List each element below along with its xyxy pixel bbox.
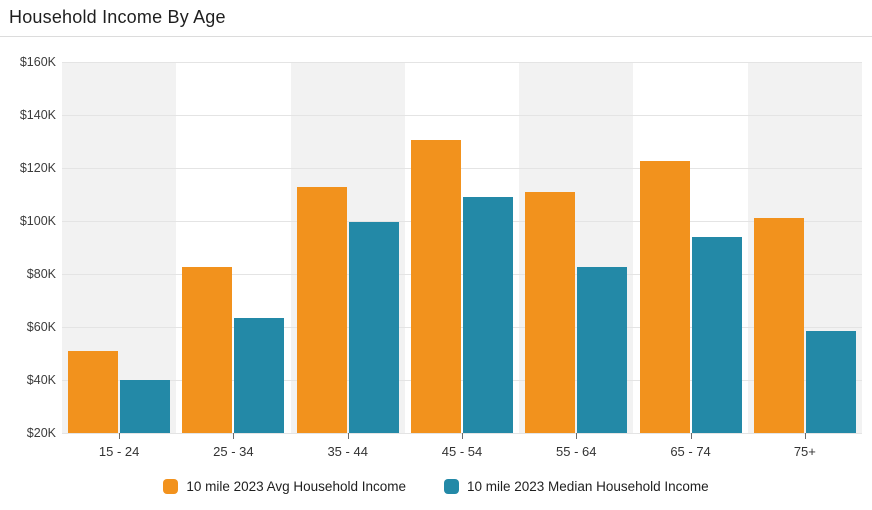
bar-avg-45 - 54[interactable] — [410, 140, 461, 433]
y-axis-labels: $160K $140K $120K $100K $80K $60K $40K $20K — [0, 55, 56, 440]
gridline-$140K — [62, 115, 862, 116]
x-tick-label-45 - 54: 45 - 54 — [441, 444, 483, 459]
gridline-$100K — [62, 221, 862, 222]
bar-avg-55 - 64[interactable] — [525, 191, 576, 433]
bar-avg-25 - 34[interactable] — [182, 267, 233, 433]
bar-group-25 - 34 — [176, 267, 290, 433]
x-tick-label-75+: 75+ — [793, 444, 816, 459]
gridline-$60K — [62, 327, 862, 328]
x-tick-label-55 - 64: 55 - 64 — [556, 444, 597, 459]
y-tick-label-$20K: $20K — [26, 426, 56, 440]
legend-item-avg-income[interactable]: 10 mile 2023 Avg Household Income — [163, 479, 406, 494]
y-tick-label-$40K: $40K — [26, 373, 56, 387]
bar-group-65 - 74 — [633, 161, 747, 433]
bar-median-15 - 24[interactable] — [120, 380, 171, 433]
x-tick-label-35 - 44: 35 - 44 — [327, 444, 368, 459]
chart-title: Household Income By Age — [9, 7, 226, 27]
x-tick-75+ — [804, 433, 806, 439]
bar-avg-65 - 74[interactable] — [639, 161, 690, 433]
y-tick-label-$140K: $140K — [19, 108, 56, 122]
y-tick-label-$120K: $120K — [19, 161, 56, 175]
bar-avg-35 - 44[interactable] — [296, 186, 347, 433]
median-income-swatch-icon — [444, 479, 459, 494]
bar-median-25 - 34[interactable] — [234, 317, 285, 433]
x-tick-35 - 44 — [347, 433, 349, 439]
avg-income-swatch-icon — [163, 479, 179, 494]
bar-median-55 - 64[interactable] — [577, 267, 628, 433]
bar-group-75+ — [748, 218, 862, 433]
bar-group-35 - 44 — [291, 186, 405, 433]
gridline-$120K — [62, 168, 862, 169]
bar-median-35 - 44[interactable] — [348, 222, 399, 433]
gridline-$40K — [62, 380, 862, 381]
bar-avg-75+[interactable] — [753, 218, 804, 433]
bar-group-55 - 64 — [519, 191, 633, 433]
bar-group-15 - 24 — [62, 350, 176, 433]
y-tick-label-$160K: $160K — [19, 55, 56, 69]
x-tick-label-25 - 34: 25 - 34 — [213, 444, 254, 459]
y-tick-label-$100K: $100K — [19, 214, 56, 228]
legend-label-avg-income: 10 mile 2023 Avg Household Income — [186, 479, 406, 494]
gridline-$160K — [62, 62, 862, 63]
x-tick-25 - 34 — [233, 433, 235, 439]
x-tick-65 - 74 — [690, 433, 692, 439]
bar-group-45 - 54 — [405, 140, 519, 433]
x-tick-15 - 24 — [119, 433, 121, 439]
bar-avg-15 - 24[interactable] — [68, 350, 119, 433]
legend-item-median-income[interactable]: 10 mile 2023 Median Household Income — [444, 479, 709, 494]
x-tick-55 - 64 — [576, 433, 578, 439]
bar-median-65 - 74[interactable] — [691, 236, 742, 433]
bar-median-45 - 54[interactable] — [462, 197, 513, 433]
y-tick-label-$60K: $60K — [26, 320, 56, 334]
title-divider — [0, 36, 872, 37]
bar-median-75+[interactable] — [805, 331, 856, 433]
x-tick-45 - 54 — [462, 433, 463, 439]
legend-label-median-income: 10 mile 2023 Median Household Income — [467, 479, 709, 494]
x-tick-label-65 - 74: 65 - 74 — [670, 444, 711, 459]
legend: 10 mile 2023 Avg Household Income 10 mil… — [0, 479, 872, 494]
x-tick-label-15 - 24: 15 - 24 — [98, 444, 140, 459]
y-tick-label-$80K: $80K — [26, 267, 56, 281]
gridline-$80K — [62, 274, 862, 275]
